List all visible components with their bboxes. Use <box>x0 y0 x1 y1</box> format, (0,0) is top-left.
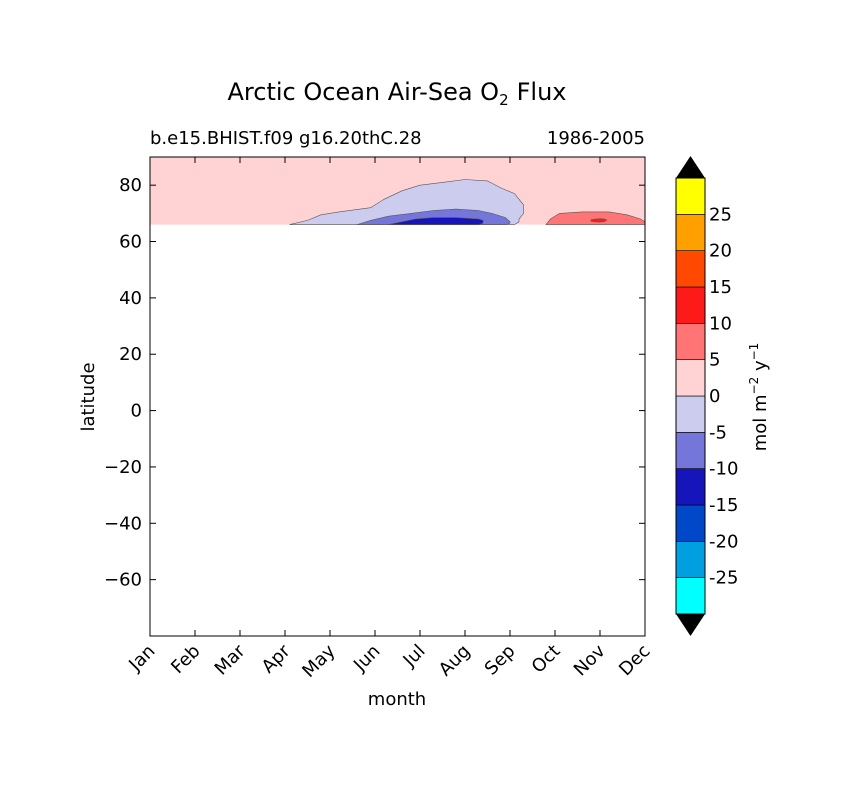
colorbar-tick-label: -20 <box>709 531 738 552</box>
y-axis: 80 60 40 20 0 −20 −40 −60 <box>104 175 645 591</box>
y-tick-label: 40 <box>119 288 142 309</box>
y-tick-label: 20 <box>119 344 142 365</box>
colorbar-tick-label: -10 <box>709 459 738 480</box>
colorbar-segment <box>675 432 706 469</box>
x-tick-label: Nov <box>570 640 610 680</box>
colorbar-segment <box>675 541 706 578</box>
colorbar-segment <box>675 359 706 397</box>
colorbar-tick-label: -5 <box>709 422 727 443</box>
colorbar-extend-low <box>676 614 705 636</box>
x-tick-label: Aug <box>435 641 475 681</box>
x-tick-label: Sep <box>481 641 520 680</box>
y-tick-label: −60 <box>104 570 142 591</box>
colorbar: -25 -20 -15 -10 -5 0 5 10 15 20 25 <box>675 156 738 636</box>
colorbar-tick-label: 10 <box>709 313 732 334</box>
y-axis-label: latitude <box>78 362 99 431</box>
plot-frame <box>149 156 646 637</box>
y-tick-label: −20 <box>104 457 142 478</box>
y-tick-label: 60 <box>119 232 142 253</box>
x-tick-label: Jun <box>349 641 384 676</box>
title-suffix: Flux <box>517 78 567 106</box>
colorbar-segment <box>675 323 706 360</box>
x-tick-label: Mar <box>211 640 250 679</box>
colorbar-segment <box>675 286 706 324</box>
colorbar-tick-label: 25 <box>709 204 732 225</box>
colorbar-segment <box>675 177 706 215</box>
x-tick-label: May <box>298 640 339 681</box>
colorbar-segment <box>675 395 706 433</box>
x-tick-label: Jan <box>124 641 159 676</box>
x-tick-label: Feb <box>167 641 204 678</box>
subtitle-right: 1986-2005 <box>547 128 645 149</box>
colorbar-tick-label: 15 <box>709 277 732 298</box>
contour-region-2 <box>388 217 484 225</box>
x-tick-label: Oct <box>528 641 565 678</box>
x-axis-label: month <box>368 689 426 710</box>
colorbar-segment <box>675 468 706 506</box>
y-tick-label: 0 <box>131 401 142 422</box>
chart-title: Arctic Ocean Air-Sea O2 Flux <box>228 78 567 109</box>
contour-layer <box>150 157 645 225</box>
subtitle-left: b.e15.BHIST.f09 g16.20thC.28 <box>150 128 422 149</box>
x-tick-label: Jul <box>399 641 430 672</box>
colorbar-tick-label: -25 <box>709 568 738 589</box>
colorbar-segment <box>675 504 706 542</box>
colorbar-segment <box>675 250 706 288</box>
colorbar-tick-label: -15 <box>709 495 738 516</box>
colorbar-frame <box>675 177 706 615</box>
contour-region-4 <box>590 218 608 223</box>
colorbar-tick-label: 20 <box>709 241 732 262</box>
contour-region-3 <box>545 211 645 225</box>
plot-background <box>150 157 645 636</box>
colorbar-segment <box>675 577 706 615</box>
plot-area <box>149 156 646 637</box>
y-tick-label: −40 <box>104 513 142 534</box>
colorbar-label: mol m−2 y−1 <box>747 343 771 452</box>
x-tick-label: Apr <box>258 640 295 677</box>
colorbar-tick-label: 5 <box>709 350 720 371</box>
colorbar-segment <box>675 214 706 251</box>
colorbar-extend-high <box>676 156 705 178</box>
y-tick-label: 80 <box>119 175 142 196</box>
colorbar-tick-label: 0 <box>709 386 720 407</box>
x-tick-label: Dec <box>615 641 654 680</box>
